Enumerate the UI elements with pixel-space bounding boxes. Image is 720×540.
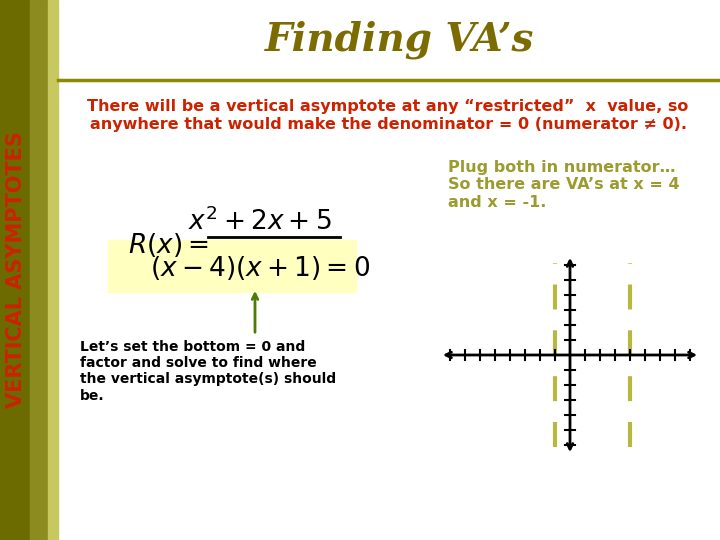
Text: Finding VA’s: Finding VA’s	[265, 21, 535, 59]
Text: Let’s set the bottom = 0 and
factor and solve to find where
the vertical asympto: Let’s set the bottom = 0 and factor and …	[80, 340, 336, 403]
Text: Plug both in numerator…
So there are VA’s at x = 4
and x = -1.: Plug both in numerator… So there are VA’…	[448, 160, 680, 210]
Bar	[0, 0, 30, 540]
Text: VERTICAL ASYMPTOTES: VERTICAL ASYMPTOTES	[6, 132, 26, 408]
Text: anywhere that would make the denominator = 0 (numerator ≠ 0).: anywhere that would make the denominator…	[89, 118, 686, 132]
Text: $x^2+2x+5$: $x^2+2x+5$	[188, 208, 332, 237]
Bar	[48, 0, 58, 540]
Bar	[30, 0, 48, 540]
Text: $(x-4)(x+1)=0$: $(x-4)(x+1)=0$	[150, 254, 370, 282]
Bar	[108, 240, 356, 292]
Text: $R(x)=$: $R(x)=$	[128, 231, 209, 259]
Text: There will be a vertical asymptote at any “restricted”  x  value, so: There will be a vertical asymptote at an…	[87, 98, 689, 113]
